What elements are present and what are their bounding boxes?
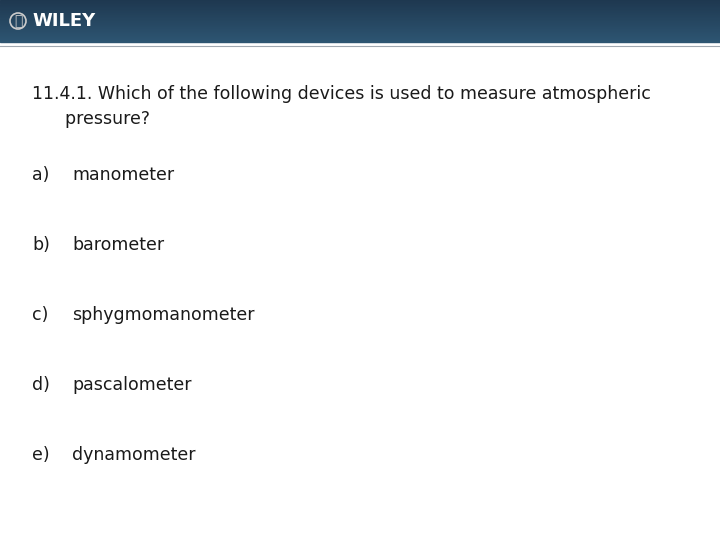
Bar xyxy=(0,18,720,19)
Text: pressure?: pressure? xyxy=(32,110,150,128)
Bar xyxy=(0,35,720,36)
Text: b): b) xyxy=(32,236,50,254)
Bar xyxy=(0,30,720,31)
Text: pascalometer: pascalometer xyxy=(72,376,192,394)
Bar xyxy=(0,14,720,15)
Bar xyxy=(0,21,720,22)
Bar xyxy=(0,39,720,40)
Text: e): e) xyxy=(32,446,50,464)
Bar xyxy=(0,19,720,21)
Bar xyxy=(0,22,720,23)
Bar xyxy=(0,33,720,35)
Text: ⓦ: ⓦ xyxy=(14,14,22,28)
Bar xyxy=(0,36,720,37)
Bar xyxy=(0,12,720,14)
Bar xyxy=(0,28,720,29)
Bar xyxy=(0,38,720,39)
Bar xyxy=(0,32,720,33)
Bar xyxy=(0,9,720,10)
Bar xyxy=(0,37,720,38)
Text: manometer: manometer xyxy=(72,166,174,184)
Bar xyxy=(0,11,720,12)
Bar xyxy=(0,29,720,30)
Bar xyxy=(0,10,720,11)
Bar xyxy=(0,26,720,28)
Bar xyxy=(0,16,720,17)
Bar xyxy=(0,4,720,5)
Text: a): a) xyxy=(32,166,50,184)
Bar xyxy=(0,1,720,2)
Bar xyxy=(0,3,720,4)
Text: c): c) xyxy=(32,306,48,324)
Text: d): d) xyxy=(32,376,50,394)
Bar xyxy=(0,23,720,24)
Text: WILEY: WILEY xyxy=(32,12,95,30)
Bar xyxy=(0,6,720,7)
Bar xyxy=(0,5,720,6)
Text: 11.4.1. Which of the following devices is used to measure atmospheric: 11.4.1. Which of the following devices i… xyxy=(32,85,651,103)
Bar xyxy=(0,0,720,1)
Text: sphygmomanometer: sphygmomanometer xyxy=(72,306,254,324)
Bar xyxy=(0,41,720,42)
Bar xyxy=(0,7,720,8)
Bar xyxy=(0,40,720,41)
Bar xyxy=(0,17,720,18)
Bar xyxy=(0,8,720,9)
Bar xyxy=(0,15,720,16)
Bar xyxy=(0,31,720,32)
Bar xyxy=(0,24,720,25)
Text: dynamometer: dynamometer xyxy=(72,446,196,464)
Text: barometer: barometer xyxy=(72,236,164,254)
Bar xyxy=(0,25,720,26)
Bar xyxy=(0,2,720,3)
